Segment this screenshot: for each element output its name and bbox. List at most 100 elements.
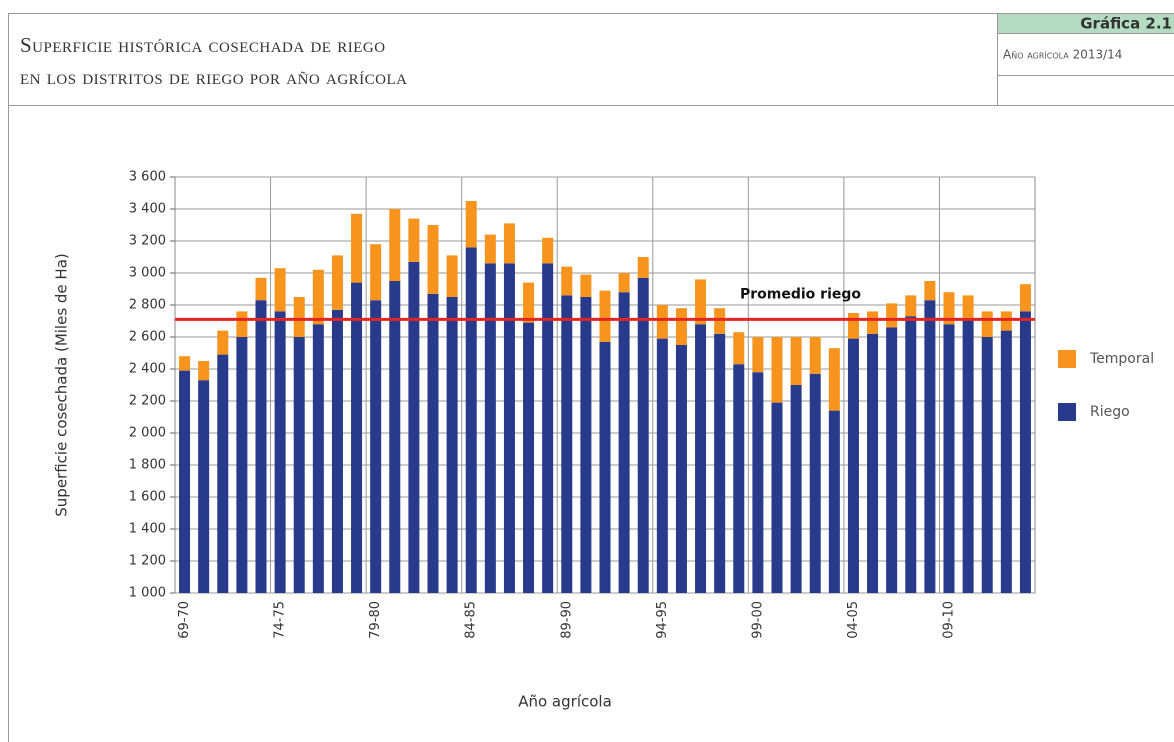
bar-segment bbox=[599, 341, 611, 593]
bar-segment bbox=[542, 237, 554, 264]
y-tick-label: 2 000 bbox=[129, 426, 166, 441]
bar-segment bbox=[503, 263, 515, 593]
bar-segment bbox=[408, 261, 420, 593]
bar-segment bbox=[771, 402, 783, 593]
bar-segment bbox=[370, 300, 382, 593]
bar-segment bbox=[580, 274, 592, 297]
bar-segment bbox=[293, 337, 305, 593]
bar-segment bbox=[618, 292, 630, 593]
y-tick-label: 1 200 bbox=[129, 554, 166, 569]
x-tick-label: 84-85 bbox=[464, 601, 479, 639]
y-tick-label: 2 200 bbox=[129, 394, 166, 409]
bar-segment bbox=[389, 281, 401, 593]
bar-segment bbox=[465, 247, 477, 593]
title-line: Superficie histórica cosechada de riego bbox=[20, 33, 386, 57]
bar-segment bbox=[943, 324, 955, 593]
bar-segment bbox=[1000, 311, 1012, 331]
x-tick-label: 89-90 bbox=[559, 601, 574, 639]
legend-swatch bbox=[1058, 403, 1076, 421]
bar-segment bbox=[427, 225, 439, 294]
bar-segment bbox=[599, 290, 611, 342]
bar-segment bbox=[752, 337, 764, 373]
bar-segment bbox=[503, 223, 515, 264]
x-tick-label: 74-75 bbox=[273, 601, 288, 639]
y-tick-label: 2 600 bbox=[129, 330, 166, 345]
legend-label: Riego bbox=[1090, 404, 1130, 420]
x-tick-label: 69-70 bbox=[177, 601, 192, 639]
bar-segment bbox=[408, 218, 420, 262]
bar-segment bbox=[561, 266, 573, 296]
y-tick-label: 1 600 bbox=[129, 490, 166, 505]
bar-segment bbox=[1019, 311, 1031, 593]
bar-segment bbox=[236, 337, 248, 593]
bar-segment bbox=[867, 333, 879, 593]
y-tick-label: 2 800 bbox=[129, 298, 166, 313]
bar-segment bbox=[962, 317, 974, 593]
bar-segment bbox=[847, 338, 859, 593]
bar-segment bbox=[236, 311, 248, 337]
bar-segment bbox=[695, 279, 707, 325]
bar-segment bbox=[465, 201, 477, 248]
bar-segment bbox=[886, 327, 898, 593]
bar-segment bbox=[675, 345, 687, 593]
bar-segment bbox=[905, 316, 917, 593]
bar-segment bbox=[695, 324, 707, 593]
subtitle: Año agrícola 2013/14 bbox=[1003, 48, 1122, 62]
bar-segment bbox=[943, 292, 955, 325]
bar-segment bbox=[1019, 284, 1031, 312]
legend-swatch bbox=[1058, 350, 1076, 368]
y-tick-label: 2 400 bbox=[129, 362, 166, 377]
bar-segment bbox=[790, 385, 802, 593]
x-tick-label: 79-80 bbox=[368, 601, 383, 639]
bar-segment bbox=[733, 332, 745, 365]
bar-segment bbox=[809, 373, 821, 593]
bar-segment bbox=[656, 305, 668, 339]
y-tick-label: 3 600 bbox=[129, 170, 166, 185]
bar-segment bbox=[618, 273, 630, 293]
reference-label: Promedio riego bbox=[740, 286, 861, 302]
bar-segment bbox=[771, 337, 783, 403]
bar-segment bbox=[331, 309, 343, 593]
bar-segment bbox=[790, 337, 802, 385]
bar-segment bbox=[905, 295, 917, 317]
bar-segment bbox=[255, 300, 267, 593]
bar-segment bbox=[446, 255, 458, 297]
bar-segment bbox=[274, 311, 286, 593]
bar-segment bbox=[542, 263, 554, 593]
bar-segment bbox=[828, 348, 840, 411]
bar-segment bbox=[179, 370, 191, 593]
bar-segment bbox=[217, 354, 229, 593]
bar-segment bbox=[446, 297, 458, 593]
y-tick-label: 3 400 bbox=[129, 202, 166, 217]
x-tick-label: 09-10 bbox=[942, 601, 957, 639]
bar-segment bbox=[809, 337, 821, 374]
frame bbox=[8, 13, 1174, 742]
x-tick-label: 04-05 bbox=[846, 601, 861, 639]
bar-segment bbox=[198, 380, 210, 593]
bar-segment bbox=[580, 297, 592, 593]
bar-segment bbox=[828, 410, 840, 593]
bar-segment bbox=[427, 293, 439, 593]
y-tick-label: 1 000 bbox=[129, 586, 166, 601]
bar-segment bbox=[484, 263, 496, 593]
bar-segment bbox=[714, 308, 726, 334]
bar-segment bbox=[331, 255, 343, 310]
x-tick-label: 94-95 bbox=[655, 601, 670, 639]
x-axis-label: Año agrícola bbox=[518, 693, 612, 711]
bar-segment bbox=[312, 324, 324, 593]
bar-segment bbox=[351, 213, 363, 283]
bar-segment bbox=[217, 330, 229, 355]
y-tick-label: 3 200 bbox=[129, 234, 166, 249]
figure-label-band bbox=[998, 14, 1174, 33]
bar-segment bbox=[924, 300, 936, 593]
bar-segment bbox=[981, 311, 993, 337]
bar-segment bbox=[962, 295, 974, 318]
y-tick-label: 1 800 bbox=[129, 458, 166, 473]
bar-segment bbox=[255, 277, 267, 301]
y-tick-label: 1 400 bbox=[129, 522, 166, 537]
bar-segment bbox=[312, 269, 324, 325]
bar-segment bbox=[389, 209, 401, 281]
bar-segment bbox=[561, 295, 573, 593]
bar-segment bbox=[274, 268, 286, 312]
